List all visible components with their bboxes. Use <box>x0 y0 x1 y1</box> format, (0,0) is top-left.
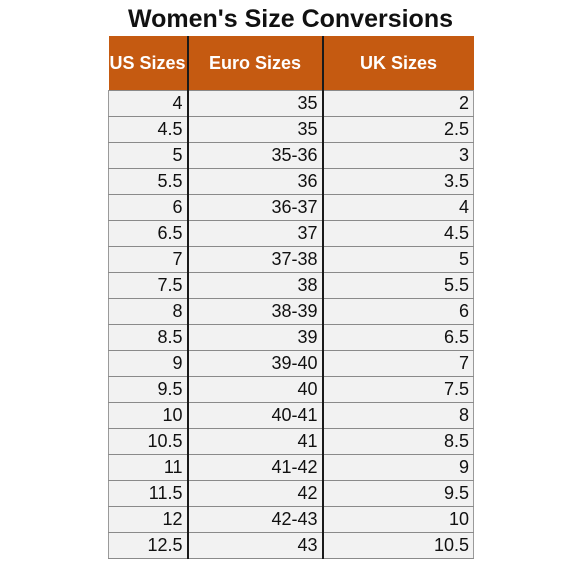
cell-us-size: 10.5 <box>108 428 189 455</box>
table-row: 4 35 2 <box>108 90 474 117</box>
table-row: 12 42-43 10 <box>108 506 474 533</box>
cell-us-size: 6.5 <box>108 220 189 247</box>
cell-euro-size: 37-38 <box>187 246 324 273</box>
table-row: 6 36-37 4 <box>108 194 474 221</box>
table-row: 12.5 43 10.5 <box>108 532 474 559</box>
cell-uk-size: 5 <box>322 246 474 273</box>
column-header-euro: Euro Sizes <box>187 36 324 91</box>
page-title: Women's Size Conversions <box>127 5 453 33</box>
cell-uk-size: 4 <box>322 194 474 221</box>
cell-us-size: 11 <box>108 454 189 481</box>
cell-us-size: 6 <box>108 194 189 221</box>
table-row: 7 37-38 5 <box>108 246 474 273</box>
cell-uk-size: 8.5 <box>322 428 474 455</box>
table-row: 11 41-42 9 <box>108 454 474 481</box>
table-row: 10.5 41 8.5 <box>108 428 474 455</box>
cell-euro-size: 37 <box>187 220 324 247</box>
cell-euro-size: 42 <box>187 480 324 507</box>
cell-uk-size: 2.5 <box>322 116 474 143</box>
cell-uk-size: 10 <box>322 506 474 533</box>
cell-euro-size: 40-41 <box>187 402 324 429</box>
table-row: 5 35-36 3 <box>108 142 474 169</box>
cell-uk-size: 9.5 <box>322 480 474 507</box>
column-header-us: US Sizes <box>108 36 189 91</box>
table-row: 6.5 37 4.5 <box>108 220 474 247</box>
cell-euro-size: 38 <box>187 272 324 299</box>
cell-uk-size: 4.5 <box>322 220 474 247</box>
cell-uk-size: 3 <box>322 142 474 169</box>
cell-euro-size: 35 <box>187 116 324 143</box>
table-row: 5.5 36 3.5 <box>108 168 474 195</box>
cell-euro-size: 36-37 <box>187 194 324 221</box>
cell-us-size: 9.5 <box>108 376 189 403</box>
header-row: US Sizes Euro Sizes UK Sizes <box>108 36 474 91</box>
cell-us-size: 7.5 <box>108 272 189 299</box>
cell-uk-size: 2 <box>322 90 474 117</box>
cell-uk-size: 7 <box>322 350 474 377</box>
cell-us-size: 9 <box>108 350 189 377</box>
table-row: 8.5 39 6.5 <box>108 324 474 351</box>
cell-euro-size: 42-43 <box>187 506 324 533</box>
table-row: 4.5 35 2.5 <box>108 116 474 143</box>
cell-euro-size: 38-39 <box>187 298 324 325</box>
table-row: 9 39-40 7 <box>108 350 474 377</box>
cell-euro-size: 35-36 <box>187 142 324 169</box>
cell-uk-size: 8 <box>322 402 474 429</box>
cell-us-size: 12 <box>108 506 189 533</box>
cell-uk-size: 5.5 <box>322 272 474 299</box>
cell-us-size: 10 <box>108 402 189 429</box>
cell-uk-size: 6 <box>322 298 474 325</box>
size-conversion-table: US Sizes Euro Sizes UK Sizes 4 35 2 4.5 35 2.… <box>108 36 474 559</box>
cell-euro-size: 39-40 <box>187 350 324 377</box>
table-body: 4 35 2 4.5 35 2.5 5 35-36 3 5.5 36 3.5 6 36-37 4 6.5 37 4… <box>108 90 474 559</box>
cell-us-size: 4 <box>108 90 189 117</box>
cell-us-size: 5 <box>108 142 189 169</box>
cell-us-size: 4.5 <box>108 116 189 143</box>
cell-uk-size: 9 <box>322 454 474 481</box>
cell-us-size: 5.5 <box>108 168 189 195</box>
cell-uk-size: 6.5 <box>322 324 474 351</box>
cell-euro-size: 41-42 <box>187 454 324 481</box>
table-row: 8 38-39 6 <box>108 298 474 325</box>
table-row: 7.5 38 5.5 <box>108 272 474 299</box>
cell-us-size: 11.5 <box>108 480 189 507</box>
cell-euro-size: 43 <box>187 532 324 559</box>
cell-us-size: 7 <box>108 246 189 273</box>
cell-euro-size: 35 <box>187 90 324 117</box>
table-row: 10 40-41 8 <box>108 402 474 429</box>
cell-us-size: 12.5 <box>108 532 189 559</box>
cell-euro-size: 41 <box>187 428 324 455</box>
cell-euro-size: 39 <box>187 324 324 351</box>
table-row: 9.5 40 7.5 <box>108 376 474 403</box>
cell-uk-size: 3.5 <box>322 168 474 195</box>
cell-us-size: 8.5 <box>108 324 189 351</box>
cell-uk-size: 7.5 <box>322 376 474 403</box>
column-header-uk: UK Sizes <box>322 36 474 91</box>
cell-uk-size: 10.5 <box>322 532 474 559</box>
cell-us-size: 8 <box>108 298 189 325</box>
cell-euro-size: 36 <box>187 168 324 195</box>
cell-euro-size: 40 <box>187 376 324 403</box>
table-row: 11.5 42 9.5 <box>108 480 474 507</box>
